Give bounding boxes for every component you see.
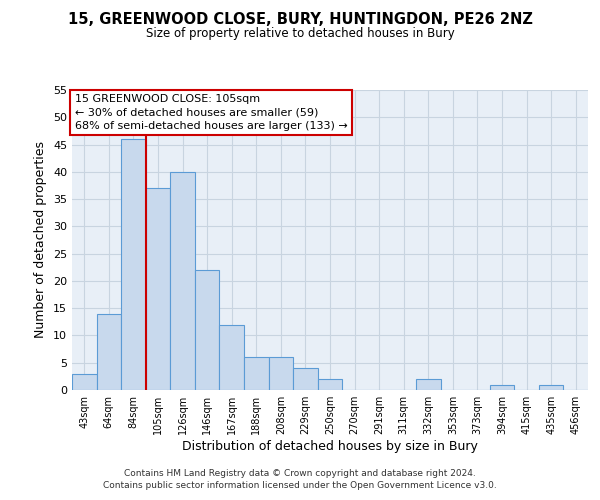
Bar bbox=[97, 314, 121, 390]
Bar bbox=[170, 172, 195, 390]
Bar bbox=[269, 358, 293, 390]
Bar bbox=[416, 379, 440, 390]
Bar bbox=[195, 270, 220, 390]
Text: Size of property relative to detached houses in Bury: Size of property relative to detached ho… bbox=[146, 28, 454, 40]
Bar bbox=[539, 384, 563, 390]
Bar bbox=[244, 358, 269, 390]
Bar bbox=[318, 379, 342, 390]
Bar bbox=[72, 374, 97, 390]
Bar bbox=[121, 139, 146, 390]
Bar bbox=[220, 324, 244, 390]
Bar bbox=[490, 384, 514, 390]
Bar bbox=[146, 188, 170, 390]
Text: 15, GREENWOOD CLOSE, BURY, HUNTINGDON, PE26 2NZ: 15, GREENWOOD CLOSE, BURY, HUNTINGDON, P… bbox=[68, 12, 532, 28]
Text: 15 GREENWOOD CLOSE: 105sqm
← 30% of detached houses are smaller (59)
68% of semi: 15 GREENWOOD CLOSE: 105sqm ← 30% of deta… bbox=[74, 94, 347, 131]
Y-axis label: Number of detached properties: Number of detached properties bbox=[34, 142, 47, 338]
X-axis label: Distribution of detached houses by size in Bury: Distribution of detached houses by size … bbox=[182, 440, 478, 453]
Text: Contains public sector information licensed under the Open Government Licence v3: Contains public sector information licen… bbox=[103, 481, 497, 490]
Text: Contains HM Land Registry data © Crown copyright and database right 2024.: Contains HM Land Registry data © Crown c… bbox=[124, 468, 476, 477]
Bar bbox=[293, 368, 318, 390]
